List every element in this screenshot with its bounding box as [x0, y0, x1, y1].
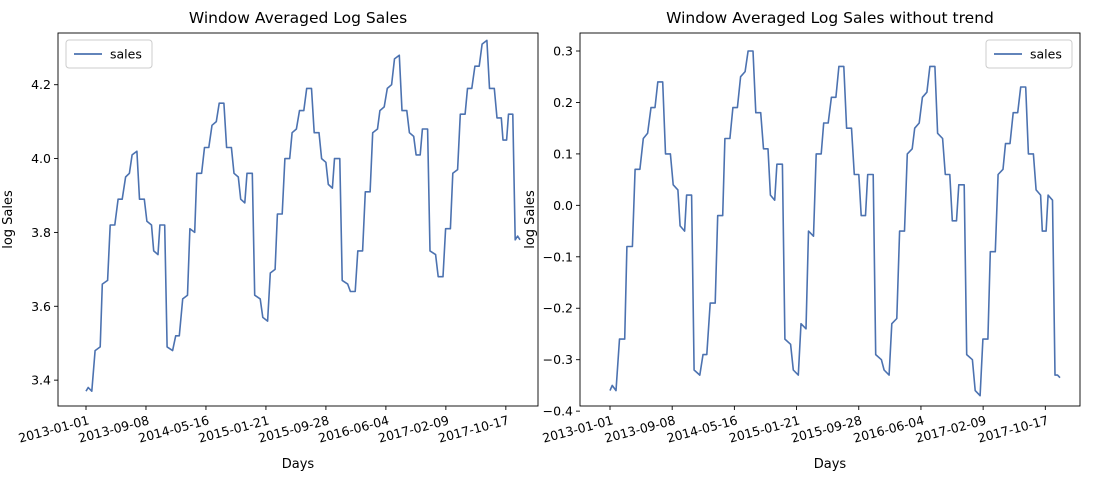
legend-box	[985, 39, 1073, 69]
x-tick-label: 2015-09-28	[789, 412, 863, 445]
x-tick-label: 2015-01-21	[727, 412, 801, 445]
y-axis-label: log Sales	[523, 190, 538, 249]
legend-label: sales	[1030, 47, 1062, 62]
x-tick-label: 2013-09-08	[603, 412, 677, 445]
plot-frame	[579, 32, 1081, 407]
legend: sales	[65, 39, 153, 69]
y-tick-label: 0.1	[553, 146, 573, 161]
y-tick-label: −0.1	[543, 249, 573, 264]
plot-frame	[57, 32, 539, 407]
x-axis-label: Days	[814, 457, 847, 472]
chart-1: Window Averaged Log Sales 3.4 3.6 3.8 4.0 4.2…	[1, 9, 539, 472]
y-tick-label: 0.0	[553, 198, 573, 213]
y-tick-label: −0.2	[543, 301, 573, 316]
legend: sales	[985, 39, 1073, 69]
x-tick-label: 2014-05-16	[665, 412, 739, 445]
x-tick-label: 2017-10-17	[976, 412, 1050, 445]
y-tick-label: −0.4	[543, 404, 573, 419]
series-line-sales	[85, 39, 521, 393]
legend-box	[65, 39, 153, 69]
y-tick-label: 3.6	[31, 299, 51, 314]
chart-title: Window Averaged Log Sales without trend	[666, 9, 994, 27]
x-tick-label: 2017-02-09	[914, 412, 988, 445]
y-tick-label: 3.8	[31, 225, 51, 240]
y-tick-label: 0.3	[553, 44, 573, 59]
series-line-sales	[609, 50, 1061, 397]
y-tick-label: −0.3	[543, 352, 573, 367]
y-tick-label: 3.4	[31, 373, 51, 388]
chart-2: Window Averaged Log Sales without trend −…	[523, 9, 1081, 472]
y-tick-label: 4.0	[31, 151, 51, 166]
legend-label: sales	[110, 47, 142, 62]
y-tick-label: 4.2	[31, 77, 51, 92]
y-axis-label: log Sales	[1, 190, 16, 249]
x-tick-label: 2016-06-04	[852, 412, 926, 445]
y-tick-label: 0.2	[553, 95, 573, 110]
x-axis-label: Days	[282, 457, 315, 472]
chart-title: Window Averaged Log Sales	[189, 9, 407, 27]
